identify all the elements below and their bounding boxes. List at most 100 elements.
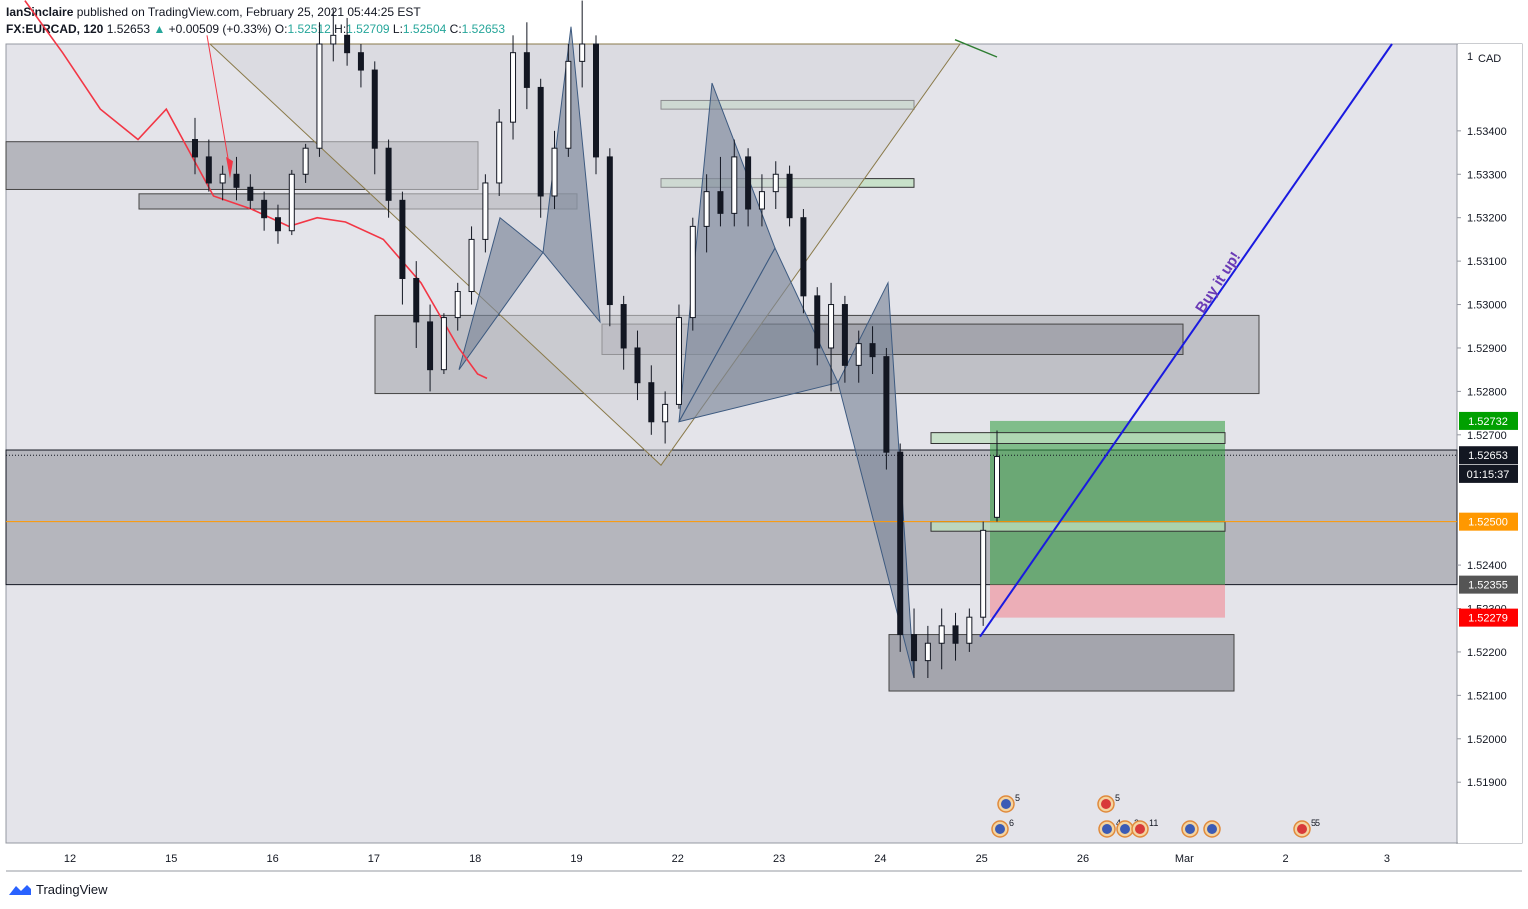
time-tick-label: 26: [1077, 853, 1089, 865]
candle: [994, 430, 1000, 522]
price-tick-label: 1.52200: [1467, 647, 1507, 659]
candle-body: [980, 529, 987, 618]
price-tag-text: 1.52732: [1468, 416, 1508, 428]
candle: [703, 174, 710, 253]
candle: [772, 161, 779, 210]
time-tick-label: 22: [672, 853, 684, 865]
candle: [523, 22, 530, 110]
candle-body: [593, 43, 599, 158]
candle: [427, 304, 434, 392]
event-count: 5: [1311, 818, 1316, 828]
price-tick-label: 1.52000: [1467, 734, 1507, 746]
candle: [468, 226, 475, 305]
price-tag-background: [1459, 575, 1518, 594]
event-flag-icon-inner: [1185, 824, 1195, 834]
event-flag-icon-inner: [1207, 824, 1217, 834]
author-name[interactable]: IanSinclaire: [6, 5, 74, 19]
brand-name: TradingView: [36, 882, 108, 897]
high-value: 1.52709: [346, 22, 390, 36]
candle: [192, 117, 198, 175]
candle-body: [274, 217, 281, 232]
candle-body: [413, 277, 420, 323]
candle-body: [966, 616, 973, 644]
candle: [413, 261, 420, 348]
candle: [648, 365, 655, 435]
close-value: 1.52653: [461, 22, 506, 36]
price-tag-text: 01:15:37: [1467, 469, 1510, 481]
candle-body: [758, 191, 765, 210]
candle-body: [869, 343, 876, 358]
candle: [814, 287, 821, 366]
harmonic-shape-1: [542, 26, 601, 324]
price-tag: 1.52355: [1459, 575, 1518, 594]
currency-label: CAD: [1478, 53, 1501, 65]
candle: [371, 61, 378, 175]
candle-body: [551, 147, 558, 197]
candle-body: [302, 147, 309, 175]
candle: [717, 156, 724, 227]
candle-body: [468, 238, 475, 293]
candle: [385, 139, 392, 218]
candle-body: [703, 191, 710, 227]
event-count: 5: [1115, 793, 1120, 803]
candle: [247, 174, 254, 210]
event-count: 11: [1149, 818, 1158, 828]
low-label: L:: [392, 22, 403, 36]
axis-top-label: 1: [1467, 51, 1473, 63]
time-tick-label: 25: [976, 853, 988, 865]
candle: [330, 9, 337, 62]
price-tag-background: [1459, 464, 1518, 483]
candle: [288, 169, 295, 236]
candle: [399, 191, 406, 305]
price-tag: 1.52500: [1459, 512, 1518, 531]
candle-body: [427, 321, 434, 371]
event-flag-icon-inner: [1101, 799, 1111, 809]
candle-body: [772, 173, 779, 193]
candle-body: [952, 625, 959, 644]
support-zone: [888, 634, 1235, 692]
candle-body: [800, 217, 807, 297]
event-flag-icon-inner: [1001, 799, 1011, 809]
event-badge: [1181, 820, 1199, 838]
candle-body: [233, 173, 240, 188]
candles: [192, 0, 1000, 678]
candle-body: [440, 317, 447, 371]
candle-body: [675, 317, 682, 405]
price-tick-label: 1.52700: [1467, 430, 1507, 442]
price-tick-label: 1.52800: [1467, 386, 1507, 398]
event-badge: 4: [1098, 818, 1121, 838]
candle-body: [924, 642, 931, 662]
candle: [938, 608, 945, 670]
event-badge: 11: [1131, 818, 1158, 838]
symbol-label[interactable]: FX:EURCAD, 120: [6, 22, 104, 36]
candle: [980, 521, 987, 626]
price-tick-label: 1.51900: [1467, 777, 1507, 789]
candle: [344, 17, 351, 66]
price-tick-label: 1.53100: [1467, 256, 1507, 268]
candle-body: [814, 295, 821, 349]
ohlc-legend: FX:EURCAD, 120 1.52653 ▲ +0.00509 (+0.33…: [6, 22, 505, 36]
up-arrow-icon: ▲: [153, 22, 166, 36]
marker-box-3: [930, 521, 1226, 532]
time-tick-label: Mar: [1175, 853, 1194, 865]
candle-body: [579, 43, 586, 62]
candle-body: [897, 451, 904, 636]
time-tick-label: 19: [570, 853, 582, 865]
price-tag-text: 1.52355: [1468, 580, 1508, 592]
low-value: 1.52504: [402, 22, 447, 36]
candle: [496, 109, 503, 196]
candle-body: [357, 52, 364, 71]
candle-body: [620, 304, 627, 349]
candle: [952, 612, 959, 661]
price-tag-text: 1.52653: [1468, 450, 1508, 462]
event-badge: 2: [1116, 818, 1139, 838]
candle-body: [938, 625, 945, 644]
price-tag-text: 1.52500: [1468, 517, 1508, 529]
tradingview-logo[interactable]: TradingView: [8, 882, 108, 897]
moving-average-green: [954, 39, 998, 58]
time-axis-background: [6, 844, 1522, 872]
time-tick-label: 12: [64, 853, 76, 865]
candle-body: [261, 199, 268, 219]
event-flag-icon-inner: [1120, 824, 1130, 834]
